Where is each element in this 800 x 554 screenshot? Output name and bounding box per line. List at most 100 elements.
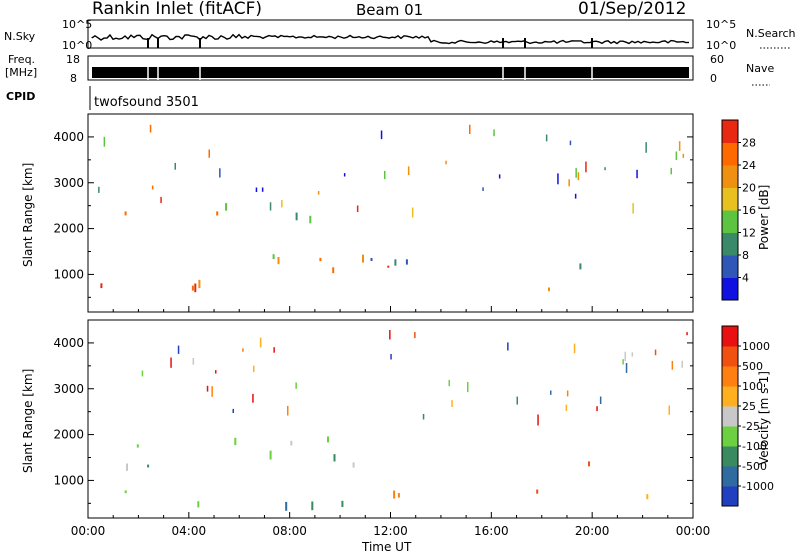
echo-cell <box>370 258 373 261</box>
colorbar-swatch <box>722 165 738 188</box>
echo-cell <box>682 153 685 158</box>
echo-cell <box>557 173 559 185</box>
echo-cell <box>631 352 634 357</box>
freq-tick-bottom: 8 <box>70 72 77 85</box>
noise-sky-line <box>91 33 690 45</box>
echo-cell <box>671 360 674 370</box>
noise-left-tick-bottom: 10^0 <box>62 39 92 52</box>
colorbar-tick-label: -25 <box>742 420 760 433</box>
echo-cell <box>219 168 221 178</box>
colorbar-swatch <box>722 255 738 278</box>
echo-cell <box>686 332 688 336</box>
echo-cell <box>397 493 400 498</box>
velocity-colorbar-label: Velocity [m s-1] <box>757 371 771 465</box>
freq-label-2: [MHz] <box>5 66 37 79</box>
nave-tick-bottom: 0 <box>710 72 717 85</box>
echo-cell <box>407 166 410 176</box>
echo-cell <box>259 337 262 348</box>
echo-cell <box>498 174 501 179</box>
echo-cell <box>604 167 606 171</box>
velocity-panel: 1000 2000 3000 4000 Slant Range [km] 1000 50… <box>21 319 774 554</box>
echo-cell <box>654 349 657 356</box>
echo-cell <box>341 500 344 507</box>
echo-cell <box>261 187 264 192</box>
colorbar-swatch <box>722 386 738 407</box>
echo-cell <box>678 141 681 151</box>
echo-cell <box>215 370 217 374</box>
y-tick-label: 2000 <box>53 222 84 236</box>
freq-tick-top: 18 <box>66 53 80 66</box>
echo-cell <box>545 134 548 142</box>
echo-cell <box>332 267 335 274</box>
echo-cell <box>668 405 670 415</box>
power-panel: 1000 2000 3000 4000 Slant Range [km] 4 8 12 16… <box>21 113 771 313</box>
echo-cell <box>311 501 314 511</box>
x-tick-label: 08:00 <box>272 524 307 538</box>
x-tick-label: 04:00 <box>172 524 207 538</box>
echo-cell <box>537 414 539 426</box>
echo-cell <box>255 187 258 192</box>
echo-cell <box>309 215 312 224</box>
frequency-gaps <box>147 67 593 80</box>
echo-cell <box>493 129 495 137</box>
echo-cell <box>192 358 195 365</box>
echo-cell <box>98 186 100 193</box>
echo-cell <box>389 330 391 340</box>
noise-left-tick-top: 10^5 <box>62 18 92 31</box>
echo-cell <box>568 179 570 187</box>
power-y-axis: 1000 2000 3000 4000 <box>53 130 693 298</box>
y-tick-label: 4000 <box>53 336 84 350</box>
colorbar-swatch <box>722 446 738 467</box>
date-label: 01/Sep/2012 <box>578 0 686 19</box>
echo-cell <box>295 212 298 221</box>
echo-cell <box>577 172 580 181</box>
colorbar-tick-label: 20 <box>742 182 756 195</box>
echo-cell <box>670 167 672 175</box>
echo-cell <box>206 385 209 392</box>
x-tick-label: 16:00 <box>474 524 509 538</box>
echo-cell <box>599 396 602 404</box>
echo-cell <box>675 151 678 160</box>
echo-cell <box>216 211 219 216</box>
colorbar-tick-label: 28 <box>742 137 756 150</box>
echo-cell <box>272 254 275 260</box>
beam-label: Beam 01 <box>356 1 423 19</box>
colorbar-swatch <box>722 277 738 301</box>
colorbar-tick-label: 1000 <box>742 340 770 353</box>
frequency-panel-frame <box>87 55 694 81</box>
colorbar-tick-label: 24 <box>742 159 756 172</box>
echo-cell <box>384 170 386 180</box>
echo-cell <box>632 203 634 214</box>
colorbar-swatch <box>722 232 738 256</box>
echo-cell <box>469 124 471 134</box>
echo-cell <box>208 149 210 158</box>
echo-cell <box>242 348 244 352</box>
echo-cell <box>451 400 453 407</box>
y-tick-label: 3000 <box>53 176 84 190</box>
noise-series <box>91 33 690 48</box>
echo-cell <box>252 393 254 403</box>
echo-cell <box>411 207 414 218</box>
cpid-text: twofsound 3501 <box>94 95 199 110</box>
echo-cell <box>624 351 626 361</box>
echo-cell <box>170 357 172 368</box>
echo-cell <box>269 450 272 460</box>
echo-cell <box>290 440 293 446</box>
echo-cell <box>126 463 128 471</box>
frequency-series <box>92 67 689 78</box>
echo-cell <box>507 342 509 351</box>
echo-cell <box>467 382 469 393</box>
echo-cell <box>448 379 450 387</box>
echo-cell <box>362 254 364 263</box>
colorbar-tick-label: -1000 <box>742 480 774 493</box>
echo-cell <box>232 408 234 413</box>
echo-cell <box>295 382 297 389</box>
echo-cell <box>569 140 572 146</box>
echo-cell <box>160 196 162 204</box>
echo-cell <box>574 193 577 199</box>
power-y-axis-label: Slant Range [km] <box>21 163 35 267</box>
noise-right-label: N.Search <box>746 27 796 40</box>
echo-cell <box>636 169 638 179</box>
colorbar-tick-label: 25 <box>742 400 756 413</box>
echo-cell <box>287 405 289 416</box>
